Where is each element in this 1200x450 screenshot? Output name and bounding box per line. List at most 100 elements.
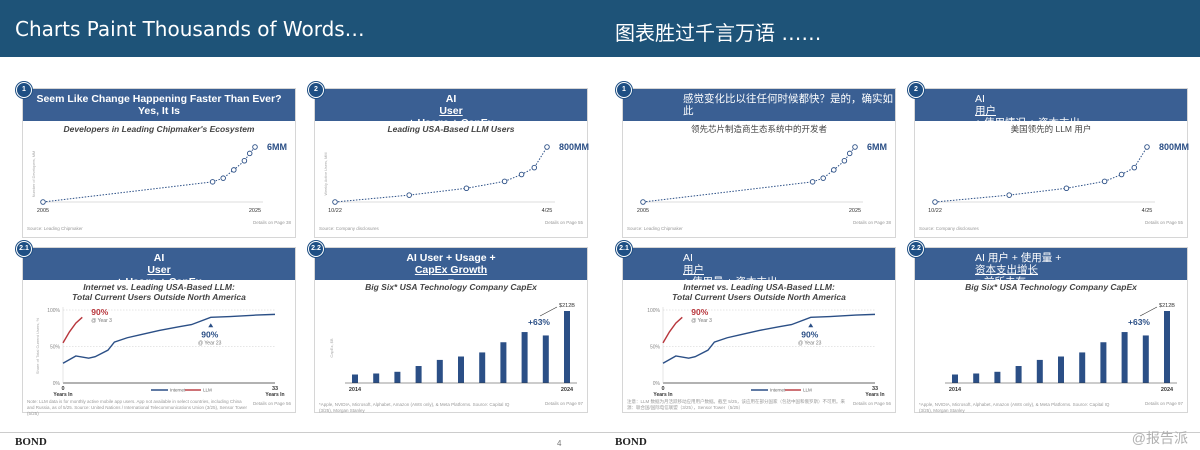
growth-arrow xyxy=(1139,306,1158,317)
series-llm xyxy=(662,316,683,344)
value-label: 800MM xyxy=(1159,142,1189,152)
card-subtitle: 领先芯片制造商生态系统中的开发者 xyxy=(690,124,827,134)
bar xyxy=(1058,356,1064,383)
data-point xyxy=(831,167,837,173)
data-point xyxy=(501,178,508,185)
bar xyxy=(1036,359,1043,383)
card-header-line2: Unprecedented xyxy=(412,153,490,165)
details-link[interactable]: Details on Page 56 xyxy=(252,401,291,406)
data-point xyxy=(209,179,216,185)
details-link[interactable]: Details on Page 38 xyxy=(852,220,891,225)
bar xyxy=(394,371,401,383)
data-point xyxy=(1118,171,1125,178)
arrow-marker xyxy=(808,323,814,328)
details-link[interactable]: Details on Page 38 xyxy=(252,220,291,225)
bar xyxy=(973,373,980,383)
data-point xyxy=(841,157,848,164)
data-point xyxy=(406,192,412,198)
card-number-badge: 1 xyxy=(16,82,32,98)
x-tick-label: 4/25 xyxy=(1142,208,1153,214)
series-internet xyxy=(62,313,276,364)
source-note: 注意：LLM 数据为月活跃移动应用用户数据。截至 5/25，该应用在部分国家（包… xyxy=(627,399,846,410)
data-point xyxy=(231,167,237,173)
source-note: Source: Leading Chipmaker xyxy=(27,226,83,231)
bar xyxy=(1079,352,1086,383)
bar xyxy=(994,371,1001,383)
data-point xyxy=(531,164,538,171)
details-link[interactable]: Details on Page 56 xyxy=(852,401,891,406)
x-tick-label: 10/22 xyxy=(928,208,942,214)
brand-logo: BOND xyxy=(15,436,47,448)
data-point xyxy=(1006,192,1012,198)
source-note: Source: Company disclosures xyxy=(319,226,379,231)
bar xyxy=(952,374,958,383)
bar xyxy=(458,356,464,383)
card-subtitle-line2: Total Current Users Outside North Americ… xyxy=(72,292,246,302)
llm-users-line-chart: 800MM 10/22 4/25 Weekly Active Users, MM xyxy=(324,142,589,214)
x-tick-label: 2014 xyxy=(349,387,362,393)
value-label: 800MM xyxy=(559,142,589,152)
card-subtitle: Big Six* USA Technology Company CapEx xyxy=(365,282,537,292)
x-tick-label: 2014 xyxy=(949,387,962,393)
y-axis-label: Share of Total Current Users, % xyxy=(35,317,40,374)
series-llm xyxy=(62,316,83,344)
card-number-badge: 1 xyxy=(616,82,632,98)
llm-annotation: 90% xyxy=(691,307,708,317)
bar xyxy=(1121,332,1128,383)
legend-label-internet: Internet xyxy=(170,388,186,393)
watermark: @报告派 xyxy=(1131,430,1188,446)
y-tick-label: 50% xyxy=(650,345,661,351)
legend-label-internet: Internet xyxy=(770,388,786,393)
bar-value-label: $212B xyxy=(559,303,575,309)
x-tick-label: 2024 xyxy=(1161,387,1174,393)
data-point xyxy=(852,144,858,150)
developers-line-chart: 6MM 2005 2025 Number of Developers, MM xyxy=(32,142,287,214)
slide-title: 图表胜过千言万语 …… xyxy=(615,21,822,45)
internet-annotation: 90% xyxy=(801,329,818,339)
capex-bar-chart: 2014 2024 $212B +63% CapEx, $B xyxy=(329,303,577,393)
slide-title: Charts Paint Thousands of Words… xyxy=(15,17,365,41)
card-subtitle-line1: Internet vs. Leading USA-Based LLM: xyxy=(83,282,235,292)
bar xyxy=(352,374,358,383)
internet-annotation: 90% xyxy=(201,329,218,339)
x-tick-sublabel: Years In xyxy=(53,392,72,398)
capex-bar-chart: 2014 2024 $212B +63% xyxy=(945,303,1177,393)
title-bar: Charts Paint Thousands of Words… xyxy=(0,0,600,57)
bar xyxy=(373,373,380,383)
data-point xyxy=(932,199,938,205)
card-number-badge: 2 xyxy=(908,82,924,98)
x-tick-sublabel: Years In xyxy=(865,392,884,398)
series-internet xyxy=(662,313,876,364)
page-number: 4 xyxy=(557,439,562,448)
source-note: *Apple, NVIDIA, Microsoft, Alphabet, Ama… xyxy=(919,402,1110,413)
details-link[interactable]: Details on Page 97 xyxy=(544,401,583,406)
card-developers: Seem Like Change Happening Faster Than E… xyxy=(22,88,296,238)
details-link[interactable]: Details on Page 55 xyxy=(544,220,583,225)
bar xyxy=(1100,342,1107,383)
internet-annotation-sub: @ Year 23 xyxy=(798,340,822,346)
x-tick-label: 4/25 xyxy=(542,208,553,214)
growth-label: +63% xyxy=(1128,317,1150,327)
details-link[interactable]: Details on Page 97 xyxy=(1144,401,1183,406)
source-note: *Apple, NVIDIA, Microsoft, Alphabet, Ama… xyxy=(319,402,510,413)
card-header: AI User + Usage + CapEx Growth = Unprece… xyxy=(23,248,295,324)
data-point xyxy=(809,179,816,185)
card-header: AI User + Usage + CapEx Growth = Unprece… xyxy=(315,89,587,165)
llm-annotation-sub: @ Year 3 xyxy=(91,318,112,324)
value-label: 6MM xyxy=(267,142,287,152)
llm-users-line-chart: 800MM 10/22 4/25 xyxy=(928,142,1189,214)
y-axis-label: CapEx, $B xyxy=(329,338,334,357)
y-tick-label: 0% xyxy=(53,381,61,387)
data-point xyxy=(518,171,525,178)
card-subtitle: Big Six* USA Technology Company CapEx xyxy=(965,282,1137,292)
bar xyxy=(415,366,422,383)
data-point xyxy=(1101,178,1108,185)
bar xyxy=(1015,366,1022,383)
data-point xyxy=(246,150,253,157)
details-link[interactable]: Details on Page 55 xyxy=(1144,220,1183,225)
card-internet-vs-llm: AI 用户 + 使用量 + 资本支出 增长 = 前 所未有 Internet vs… xyxy=(622,247,896,413)
series-line xyxy=(642,146,856,203)
source-note: Source: Leading Chipmaker xyxy=(627,226,683,231)
data-point xyxy=(332,199,338,205)
data-point xyxy=(1144,144,1150,150)
